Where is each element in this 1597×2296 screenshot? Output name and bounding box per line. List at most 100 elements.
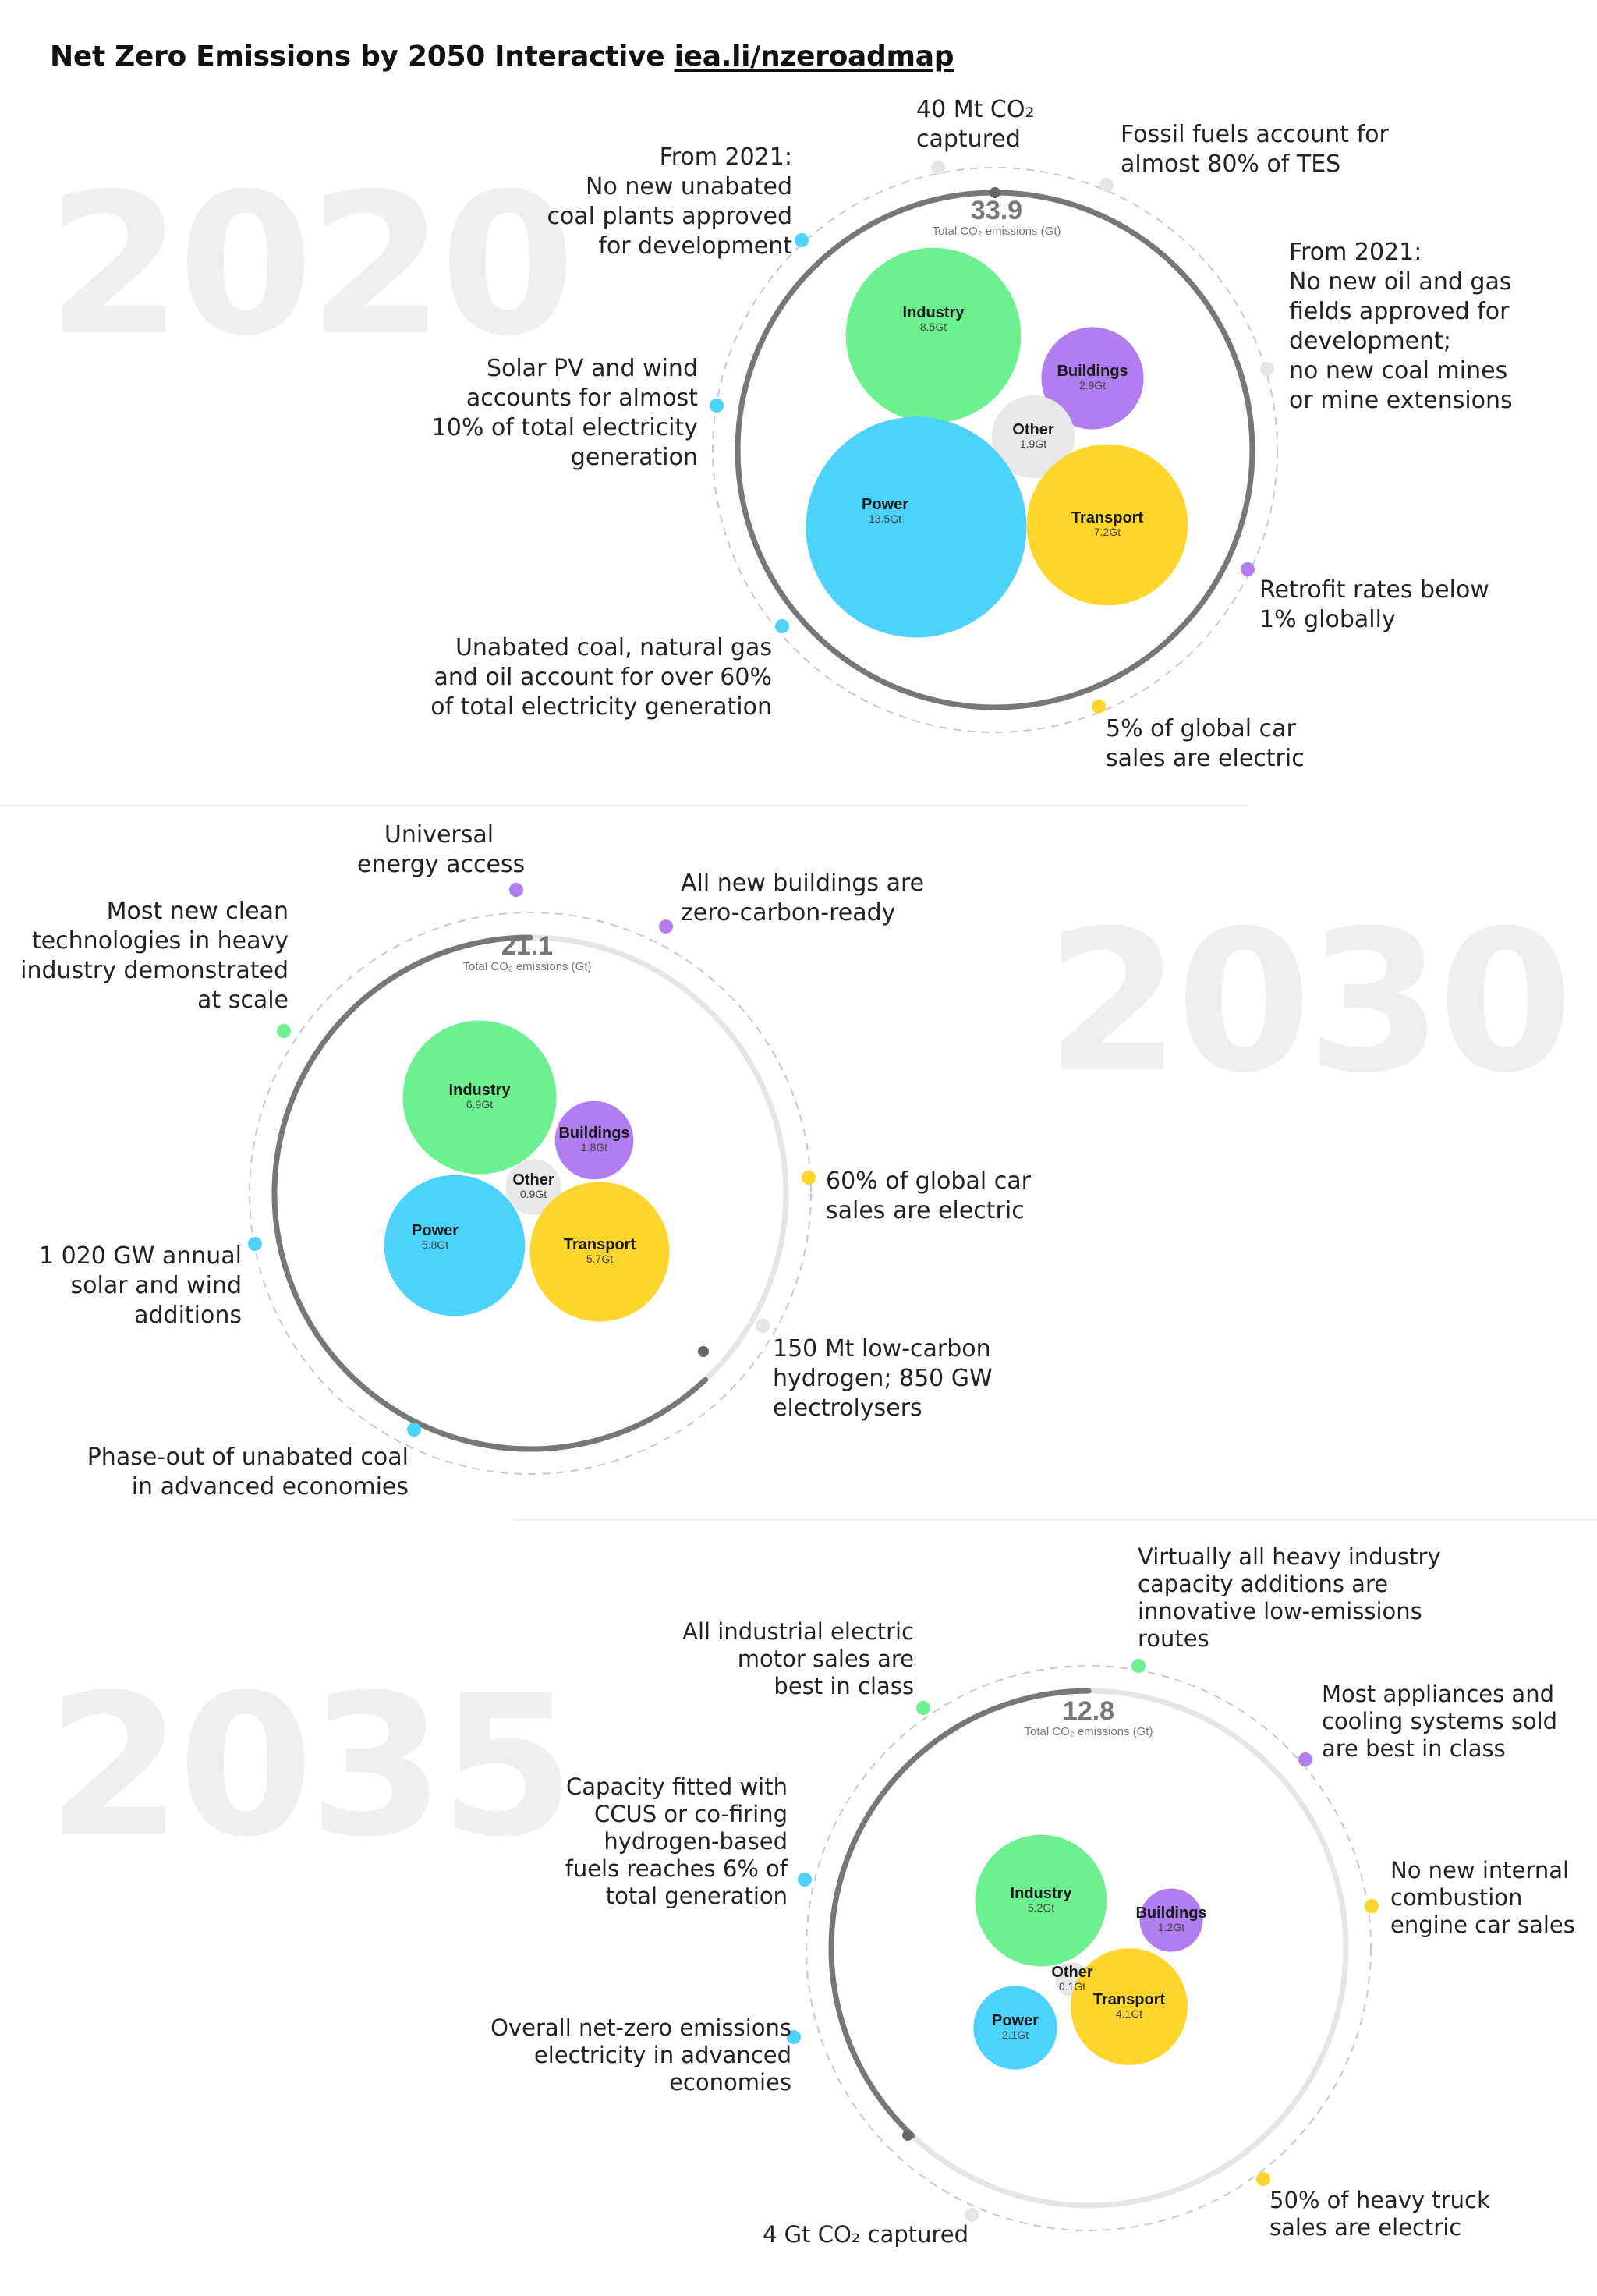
bubble-industry[interactable] — [402, 1020, 557, 1175]
total-value: 33.9 — [970, 196, 1023, 225]
sector-name: Transport — [1092, 1991, 1166, 2008]
milestone-2020-fossil-electricity: Unabated coal, natural gas and oil accoun… — [430, 634, 772, 721]
total-emissions-2020: 33.9 Total CO₂ emissions (Gt) — [880, 197, 1114, 239]
emissions-arc — [271, 934, 709, 1452]
bubble-other[interactable] — [505, 1159, 561, 1215]
milestone-2020-oil-gas: From 2021: No new oil and gas fields appr… — [1289, 239, 1513, 414]
milestone-2035-net-zero-electricity: Overall net-zero emissions electricity in… — [490, 2014, 791, 2096]
milestone-dot[interactable] — [787, 2030, 801, 2044]
sector-label-buildings: Buildings 2.9Gt — [1030, 363, 1155, 391]
milestone-dot[interactable] — [407, 1423, 421, 1437]
bubble-buildings[interactable] — [1041, 327, 1144, 430]
milestone-dot[interactable] — [1260, 362, 1274, 376]
bubble-transport[interactable] — [529, 1182, 670, 1322]
sector-label-industry: Industry 8.5Gt — [871, 304, 996, 332]
milestone-dot[interactable] — [710, 399, 724, 413]
sector-label-transport: Transport 5.7Gt — [537, 1236, 662, 1264]
sector-value: 5.8Gt — [421, 1238, 449, 1251]
bubble-power[interactable] — [384, 1175, 526, 1316]
milestone-dot[interactable] — [775, 619, 789, 633]
sector-label-other: Other 0.9Gt — [471, 1171, 596, 1199]
arc-end-marker — [990, 187, 1000, 198]
sector-value: 1.2Gt — [1157, 1921, 1185, 1933]
milestone-dot[interactable] — [1099, 178, 1114, 192]
sector-label-other: Other 0.1Gt — [1010, 1964, 1135, 1992]
bubble-other[interactable] — [991, 395, 1075, 479]
sector-value: 8.5Gt — [919, 321, 947, 333]
milestone-2030-buildings: All new buildings are zero-carbon-ready — [681, 870, 925, 927]
milestone-2030-energy-access: Universal energy access — [357, 821, 526, 878]
bubble-transport[interactable] — [1026, 444, 1188, 606]
arc-end-marker — [902, 2130, 913, 2141]
milestone-dot[interactable] — [1131, 1659, 1146, 1673]
milestone-dot[interactable] — [1298, 1752, 1312, 1766]
sector-label-buildings: Buildings 1.2Gt — [1109, 1904, 1234, 1933]
sector-name: Industry — [1010, 1885, 1072, 1902]
milestone-dot[interactable] — [1256, 2172, 1270, 2186]
sector-name: Power — [861, 496, 909, 513]
milestone-ring — [249, 912, 812, 1475]
milestone-ring — [712, 167, 1278, 733]
sector-name: Industry — [902, 304, 965, 321]
bubble-buildings[interactable] — [554, 1100, 634, 1180]
arc-end-marker — [698, 1346, 709, 1357]
total-value: 21.1 — [501, 931, 554, 961]
sector-value: 1.8Gt — [580, 1141, 608, 1153]
milestone-dot[interactable] — [659, 919, 673, 934]
sector-label-buildings: Buildings 1.8Gt — [532, 1125, 657, 1153]
sector-label-transport: Transport 4.1Gt — [1067, 1991, 1192, 2019]
sector-value: 4.1Gt — [1115, 2007, 1143, 2020]
bubble-power[interactable] — [806, 416, 1027, 638]
milestone-2035-electric-motors: All industrial electric motor sales are b… — [682, 1618, 914, 1699]
page-title: Net Zero Emissions by 2050 Interactive i… — [50, 41, 954, 73]
milestone-2030-solar-wind: 1 020 GW annual solar and wind additions — [38, 1242, 242, 1329]
sector-label-other: Other 1.9Gt — [971, 421, 1096, 449]
milestone-dot[interactable] — [248, 1237, 262, 1251]
sector-label-power: Power 5.8Gt — [373, 1222, 498, 1250]
title-text: Net Zero Emissions by 2050 Interactive — [50, 41, 665, 73]
milestone-2035-appliances: Most appliances and cooling systems sold … — [1322, 1681, 1558, 1762]
milestone-dot[interactable] — [277, 1024, 291, 1038]
milestone-2030-ev-sales: 60% of global car sales are electric — [826, 1167, 1031, 1224]
sector-label-industry: Industry 6.9Gt — [417, 1082, 542, 1110]
milestone-dot[interactable] — [931, 161, 945, 175]
roadmap-link[interactable]: iea.li/nzeroadmap — [674, 41, 954, 73]
sector-value: 5.7Gt — [586, 1253, 614, 1265]
sector-name: Other — [1051, 1964, 1093, 1981]
milestone-dot[interactable] — [798, 1873, 812, 1887]
bubble-buildings[interactable] — [1139, 1888, 1203, 1952]
bubble-power[interactable] — [973, 1986, 1057, 2070]
sector-value: 0.9Gt — [519, 1188, 547, 1200]
milestone-dot[interactable] — [802, 1171, 816, 1185]
section-divider — [0, 805, 1248, 806]
sector-name: Power — [991, 2012, 1039, 2029]
sector-name: Other — [512, 1171, 554, 1189]
year-watermark-2030: 2030 — [1045, 888, 1574, 1115]
total-value: 12.8 — [1062, 1696, 1115, 1726]
milestone-dot[interactable] — [509, 883, 523, 897]
milestone-2020-fossil-fuels: Fossil fuels account for almost 80% of TE… — [1121, 121, 1389, 178]
milestone-dot[interactable] — [1092, 700, 1106, 714]
milestone-dot[interactable] — [965, 2208, 979, 2222]
sector-name: Buildings — [558, 1125, 630, 1142]
milestone-ring — [806, 1665, 1372, 2231]
milestone-dot[interactable] — [756, 1319, 770, 1333]
section-divider — [515, 1519, 1597, 1521]
bubble-industry[interactable] — [845, 247, 1022, 423]
sector-name: Other — [1012, 421, 1054, 438]
sector-name: Buildings — [1057, 363, 1128, 380]
milestone-dot[interactable] — [1241, 562, 1255, 576]
milestone-dot[interactable] — [1365, 1899, 1379, 1913]
sector-name: Buildings — [1135, 1904, 1207, 1922]
total-emissions-2035: 12.8 Total CO₂ emissions (Gt) — [972, 1697, 1206, 1739]
sector-value: 7.2Gt — [1093, 526, 1121, 538]
milestone-2035-heavy-industry: Virtually all heavy industry capacity add… — [1138, 1543, 1441, 1652]
bubble-industry[interactable] — [975, 1834, 1107, 1967]
milestone-2020-ev-sales: 5% of global car sales are electric — [1106, 715, 1305, 772]
sector-value: 5.2Gt — [1027, 1901, 1055, 1914]
sector-label-transport: Transport 7.2Gt — [1045, 509, 1170, 537]
milestone-dot[interactable] — [916, 1701, 930, 1715]
bubble-transport[interactable] — [1071, 1948, 1188, 2065]
milestone-dot[interactable] — [795, 233, 809, 247]
